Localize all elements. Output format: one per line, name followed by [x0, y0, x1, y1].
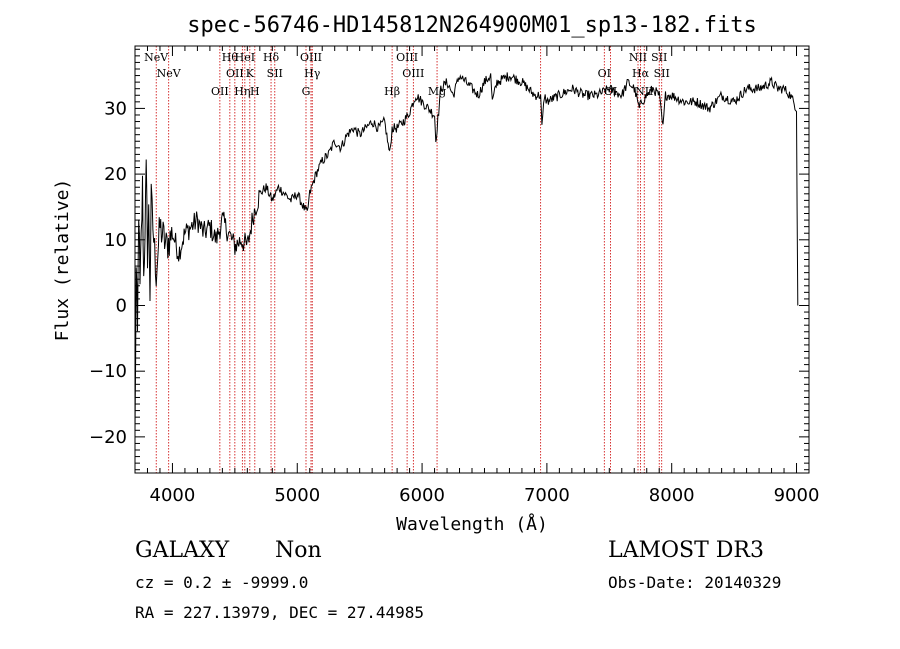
line-label-20: OI — [604, 85, 617, 98]
x-tick-label: 7000 — [524, 485, 570, 506]
y-tick-label: 0 — [116, 295, 127, 316]
y-tick-label: −10 — [89, 361, 127, 382]
line-label-25: SII — [654, 67, 670, 80]
y-tick-label: 10 — [104, 230, 127, 251]
x-tick-label: 8000 — [649, 485, 695, 506]
x-tick-label: 9000 — [774, 485, 820, 506]
line-label-2: OII — [211, 85, 229, 98]
spectrum-line — [134, 72, 799, 431]
coordinates: RA = 227.13979, DEC = 27.44985 — [135, 603, 424, 622]
line-label-0: NeV — [144, 51, 169, 64]
object-subclass: Non — [275, 538, 322, 563]
line-label-11: G — [302, 85, 311, 98]
line-label-7: K — [246, 67, 255, 80]
x-tick-label: 6000 — [399, 485, 445, 506]
spectral-line-labels: NeVNeVOIIHθOIIHηHeIKHHδSIIGOIIIHγHβOIIIO… — [144, 51, 670, 98]
object-class: GALAXY — [135, 538, 230, 563]
x-tick-label: 5000 — [274, 485, 320, 506]
y-tick-label: −20 — [89, 427, 127, 448]
redshift-value: cz = 0.2 ± -9999.0 — [135, 573, 309, 592]
x-axis-label: Wavelength (Å) — [396, 513, 548, 535]
line-label-24: SII — [651, 51, 667, 64]
chart-title: spec-56746-HD145812N264900M01_sp13-182.f… — [187, 13, 757, 38]
line-label-1: NeV — [157, 67, 182, 80]
line-label-8: H — [250, 85, 260, 98]
line-label-12: OIII — [300, 51, 322, 64]
line-label-17: Mg — [428, 85, 446, 98]
y-axis-ticks: −20 −10 0 10 20 30 — [89, 48, 809, 471]
obs-date: Obs-Date: 20140329 — [608, 573, 782, 592]
line-label-14: Hβ — [384, 85, 400, 98]
x-tick-label: 4000 — [150, 485, 196, 506]
survey-name: LAMOST DR3 — [608, 538, 764, 563]
y-tick-label: 30 — [104, 98, 127, 119]
line-label-23: NII — [635, 85, 653, 98]
line-label-21: NII — [629, 51, 647, 64]
line-label-10: SII — [267, 67, 283, 80]
line-label-3: Hθ — [222, 51, 239, 64]
line-label-19: OI — [598, 67, 611, 80]
y-tick-label: 20 — [104, 164, 127, 185]
line-label-6: HeI — [235, 51, 255, 64]
spectral-line-markers — [155, 46, 663, 473]
line-label-4: OII — [226, 67, 244, 80]
line-label-22: Hα — [632, 67, 650, 80]
line-label-9: Hδ — [263, 51, 280, 64]
x-axis-ticks: 4000 5000 6000 7000 8000 9000 — [134, 46, 820, 506]
y-axis-label: Flux (relative) — [52, 179, 73, 342]
line-label-13: Hγ — [304, 67, 321, 80]
line-label-5: Hη — [234, 85, 250, 98]
line-label-16: OIII — [402, 67, 424, 80]
line-label-15: OIII — [396, 51, 418, 64]
